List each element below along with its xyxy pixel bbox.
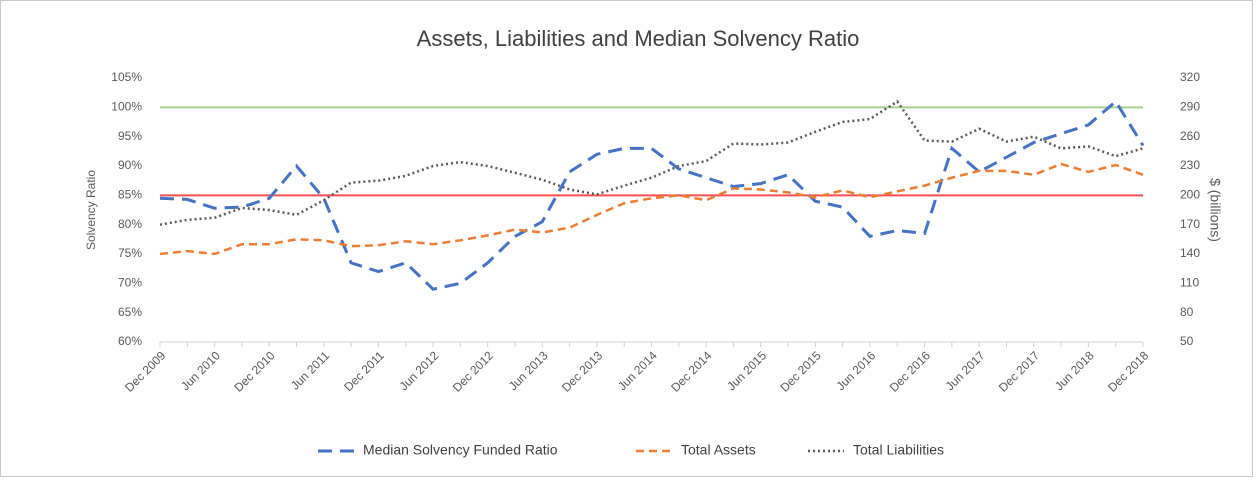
y2-tick-label: 50 bbox=[1180, 334, 1194, 348]
legend-label: Total Liabilities bbox=[853, 442, 944, 458]
y-axis-label: Solvency Ratio bbox=[84, 170, 98, 250]
y-tick-label: 75% bbox=[118, 246, 142, 260]
y2-tick-label: 80 bbox=[1180, 305, 1194, 319]
y2-tick-label: 260 bbox=[1180, 129, 1200, 143]
y2-tick-label: 320 bbox=[1180, 70, 1200, 84]
y2-tick-label: 230 bbox=[1180, 158, 1200, 172]
y2-tick-label: 290 bbox=[1180, 100, 1200, 114]
series-line bbox=[159, 162, 1144, 256]
y-tick-label: 80% bbox=[118, 217, 142, 231]
y2-tick-label: 110 bbox=[1180, 276, 1199, 290]
y-tick-label: 105% bbox=[111, 70, 142, 84]
y-tick-label: 65% bbox=[118, 305, 142, 319]
y-tick-label: 100% bbox=[111, 100, 142, 114]
legend-label: Median Solvency Funded Ratio bbox=[363, 442, 558, 458]
y-tick-label: 95% bbox=[118, 129, 142, 143]
series-line bbox=[159, 99, 1144, 226]
y2-tick-label: 140 bbox=[1180, 246, 1200, 260]
y2-axis-label: $ (billions) bbox=[1207, 178, 1223, 242]
y-tick-label: 85% bbox=[118, 188, 142, 202]
chart-title: Assets, Liabilities and Median Solvency … bbox=[417, 26, 860, 51]
legend-label: Total Assets bbox=[681, 442, 756, 458]
y2-tick-label: 200 bbox=[1180, 188, 1200, 202]
y2-tick-label: 170 bbox=[1180, 217, 1200, 231]
y-tick-label: 70% bbox=[118, 276, 142, 290]
y-tick-label: 60% bbox=[118, 334, 142, 348]
y-tick-label: 90% bbox=[118, 158, 142, 172]
